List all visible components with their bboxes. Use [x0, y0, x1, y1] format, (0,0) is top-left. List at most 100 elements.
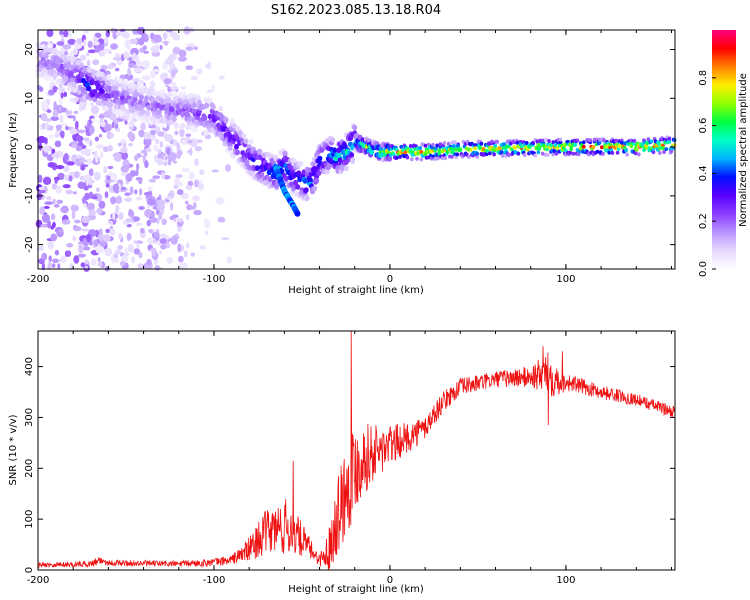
ridge-mark	[608, 142, 612, 147]
ridge-mark	[582, 140, 586, 145]
ridge-mark	[132, 96, 138, 102]
noise-blob	[54, 178, 58, 184]
ridge-mark	[446, 141, 451, 146]
noise-blob	[120, 146, 128, 154]
noise-blob	[87, 40, 93, 49]
noise-blob	[135, 222, 143, 226]
noise-blob	[54, 249, 60, 256]
noise-blob	[131, 52, 137, 61]
noise-blob	[110, 172, 118, 181]
ridge-mark	[234, 143, 239, 150]
ridge-mark	[43, 46, 49, 53]
ridge-mark	[558, 137, 563, 142]
noise-blob	[62, 44, 72, 50]
ridge-mark	[616, 147, 621, 151]
noise-blob	[123, 51, 130, 59]
ridge-mark	[156, 109, 162, 116]
noise-blob	[126, 232, 132, 241]
ridge-mark	[76, 89, 82, 95]
noise-blob	[138, 178, 143, 185]
noise-blob	[104, 191, 109, 199]
ridge-mark	[649, 139, 654, 144]
noise-blob	[148, 178, 157, 183]
noise-blob	[113, 253, 119, 259]
noise-blob	[82, 137, 90, 141]
ridge-mark	[664, 147, 668, 152]
noise-blob	[136, 242, 140, 249]
noise-blob	[95, 154, 99, 163]
ridge-mark	[601, 151, 605, 156]
noise-blob	[137, 263, 144, 269]
noise-blob	[92, 59, 100, 66]
x-tick-label: -200	[27, 274, 50, 285]
noise-blob	[114, 205, 120, 214]
noise-blob	[136, 61, 145, 66]
noise-blob	[186, 204, 193, 211]
noise-blob	[50, 233, 58, 242]
ridge-mark	[455, 152, 460, 157]
ridge-mark	[540, 151, 545, 156]
noise-blob	[177, 226, 182, 233]
ridge-mark	[283, 175, 289, 182]
noise-blob	[170, 236, 178, 245]
ridge-mark	[403, 150, 408, 155]
noise-blob	[211, 84, 216, 92]
noise-blob	[159, 250, 162, 255]
noise-blob	[73, 110, 79, 114]
noise-blob	[130, 118, 135, 125]
noise-blob	[47, 241, 55, 250]
noise-blob	[58, 228, 64, 234]
noise-blob	[98, 134, 103, 138]
noise-blob	[84, 265, 89, 269]
ridge-mark	[651, 150, 656, 155]
ridge-mark	[452, 144, 456, 148]
noise-blob	[39, 86, 44, 92]
noise-blob	[156, 199, 165, 205]
ridge-mark	[522, 153, 527, 157]
noise-blob	[158, 148, 162, 155]
ridge-mark	[293, 179, 299, 186]
ridge-mark	[227, 145, 233, 152]
noise-blob	[185, 46, 194, 51]
noise-blob	[94, 136, 99, 142]
y-tick-label: 300	[24, 408, 35, 427]
colorbar-tick-label: 0.8	[698, 70, 709, 86]
noise-blob	[50, 213, 56, 221]
noise-blob	[143, 50, 149, 54]
noise-blob	[184, 250, 188, 258]
noise-blob	[107, 144, 113, 152]
ridge-mark	[255, 165, 261, 171]
ridge-mark	[515, 140, 520, 145]
noise-blob	[129, 186, 134, 195]
snr-series-line	[37, 330, 676, 570]
ridge-mark	[146, 105, 152, 111]
noise-blob	[55, 124, 62, 130]
ridge-mark	[513, 145, 517, 150]
ridge-mark	[131, 112, 137, 119]
ridge-mark	[469, 147, 473, 152]
noise-blob	[83, 39, 87, 46]
snr-axis-ticks: -200 -100 0 100 0 100 200 300 400	[24, 331, 675, 586]
noise-blob	[189, 147, 193, 156]
ridge-mark	[210, 104, 216, 110]
noise-blob	[194, 158, 199, 166]
ridge-mark	[104, 105, 110, 111]
ridge-mark	[551, 152, 555, 157]
noise-blob	[193, 209, 202, 216]
colorbar-gradient	[712, 30, 736, 269]
ridge-mark	[405, 155, 410, 160]
noise-blob	[149, 80, 156, 88]
ridge-mark	[153, 90, 159, 97]
noise-blob	[218, 75, 225, 80]
noise-blob	[98, 114, 106, 118]
noise-blob	[71, 143, 78, 148]
noise-blob	[180, 86, 187, 90]
ridge-mark	[519, 144, 524, 149]
colorbar-ticks: 0.0 0.2 0.4 0.6 0.8	[698, 70, 716, 277]
spectrogram-image	[35, 26, 677, 272]
y-tick-label: 400	[24, 357, 35, 376]
y-tick-label: 10	[24, 92, 35, 105]
noise-blob	[51, 183, 58, 190]
noise-blob	[174, 177, 180, 185]
noise-blob	[133, 67, 142, 73]
